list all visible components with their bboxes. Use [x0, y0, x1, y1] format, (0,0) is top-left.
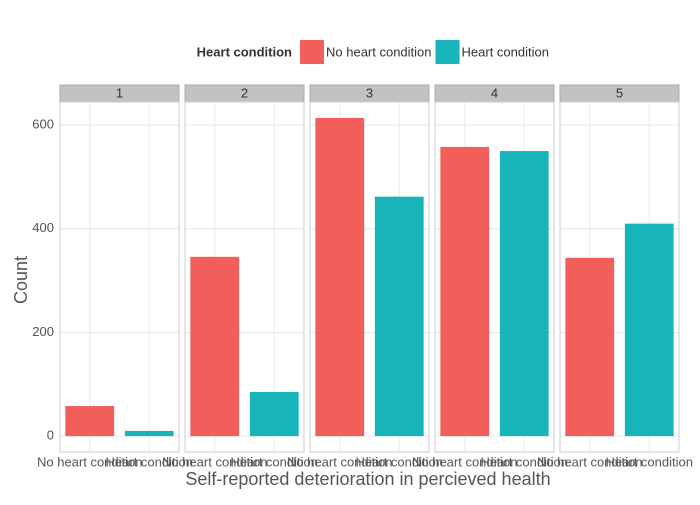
bar — [190, 256, 240, 437]
x-tick-label: Heart condition — [106, 454, 193, 469]
x-axis-title: Self-reported deterioration in percieved… — [185, 469, 550, 489]
bar — [440, 146, 490, 437]
x-tick-label: No heart condition — [37, 454, 143, 469]
bar — [565, 257, 615, 437]
y-tick-label: 400 — [32, 220, 54, 235]
panel-border — [184, 101, 305, 453]
y-tick-label: 0 — [47, 428, 54, 443]
bar — [499, 151, 549, 437]
strip-label: 4 — [491, 85, 498, 100]
panel-border — [59, 101, 180, 453]
legend-label: No heart condition — [326, 44, 432, 59]
bar — [374, 196, 424, 437]
legend-swatch — [300, 40, 324, 64]
bar — [124, 430, 174, 437]
bar — [249, 392, 299, 437]
x-tick-label: Heart condition — [481, 454, 568, 469]
strip-label: 1 — [116, 85, 123, 100]
bar — [65, 406, 115, 437]
strip-label: 3 — [366, 85, 373, 100]
panel-border — [309, 101, 430, 453]
legend-swatch — [435, 40, 460, 64]
bar — [315, 117, 365, 437]
panel-border — [559, 101, 680, 453]
legend-label: Heart condition — [462, 44, 549, 59]
y-tick-label: 600 — [32, 117, 54, 132]
x-tick-label: No heart condition — [287, 454, 393, 469]
y-tick-label: 200 — [32, 324, 54, 339]
x-tick-label: No heart condition — [412, 454, 518, 469]
strip-label: 2 — [241, 85, 248, 100]
x-tick-label: Heart condition — [356, 454, 443, 469]
x-tick-label: No heart condition — [537, 454, 643, 469]
strip-label: 5 — [616, 85, 623, 100]
bar — [624, 223, 674, 437]
legend-title: Heart condition — [197, 44, 292, 59]
x-tick-label: Heart condition — [231, 454, 318, 469]
y-axis-title: Count — [11, 256, 31, 304]
panel-border — [434, 101, 555, 453]
x-tick-label: No heart condition — [162, 454, 268, 469]
x-tick-label: Heart condition — [606, 454, 693, 469]
